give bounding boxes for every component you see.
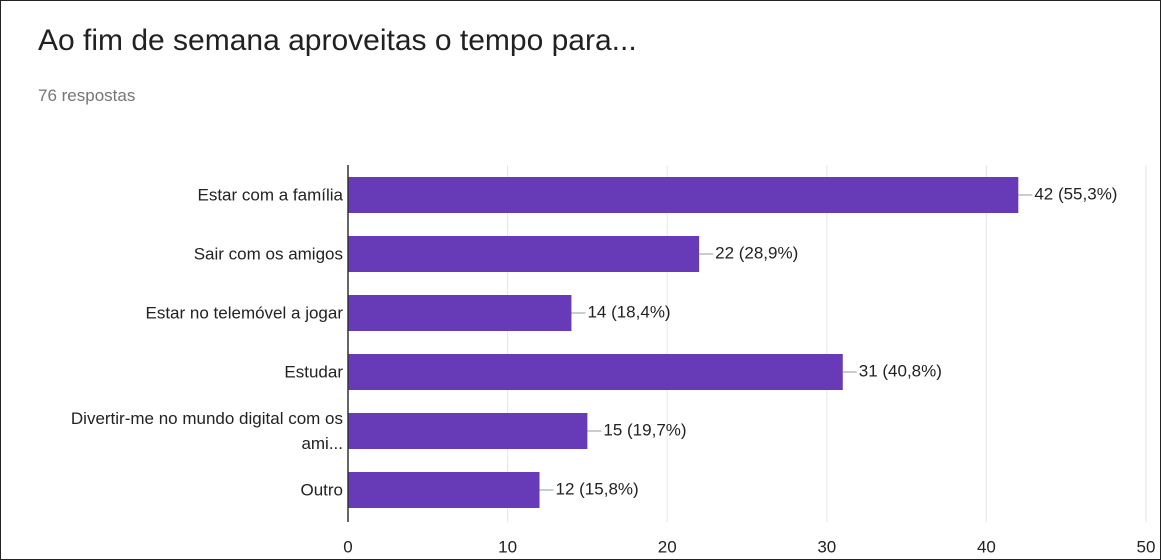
- x-tick-label: 30: [817, 537, 836, 556]
- value-label: 42 (55,3%): [1034, 184, 1117, 203]
- bar: [348, 354, 843, 390]
- value-label: 12 (15,8%): [556, 479, 639, 498]
- category-label: Outro: [300, 480, 343, 500]
- x-tick-label: 0: [343, 537, 352, 556]
- bar: [348, 236, 700, 272]
- value-label: 14 (18,4%): [587, 302, 670, 321]
- category-label: Divertir-me no mundo digital com os ami.…: [70, 409, 343, 453]
- bar: [348, 295, 572, 331]
- bar: [348, 413, 588, 449]
- value-label: 15 (19,7%): [603, 420, 686, 439]
- x-tick-label: 10: [498, 537, 517, 556]
- category-label: Estar no telemóvel a jogar: [145, 303, 344, 323]
- value-label: 31 (40,8%): [859, 361, 942, 380]
- response-count: 76 respostas: [38, 86, 136, 105]
- chart-title: Ao fim de semana aproveitas o tempo para…: [38, 24, 637, 57]
- x-tick-label: 50: [1137, 537, 1156, 556]
- bar: [348, 177, 1019, 213]
- x-tick-label: 20: [658, 537, 677, 556]
- category-label: Estar com a família: [197, 185, 344, 205]
- value-label: 22 (28,9%): [715, 243, 798, 262]
- category-label: Estudar: [284, 362, 343, 382]
- bar: [348, 472, 540, 508]
- x-tick-label: 40: [977, 537, 996, 556]
- category-label: Sair com os amigos: [193, 244, 343, 264]
